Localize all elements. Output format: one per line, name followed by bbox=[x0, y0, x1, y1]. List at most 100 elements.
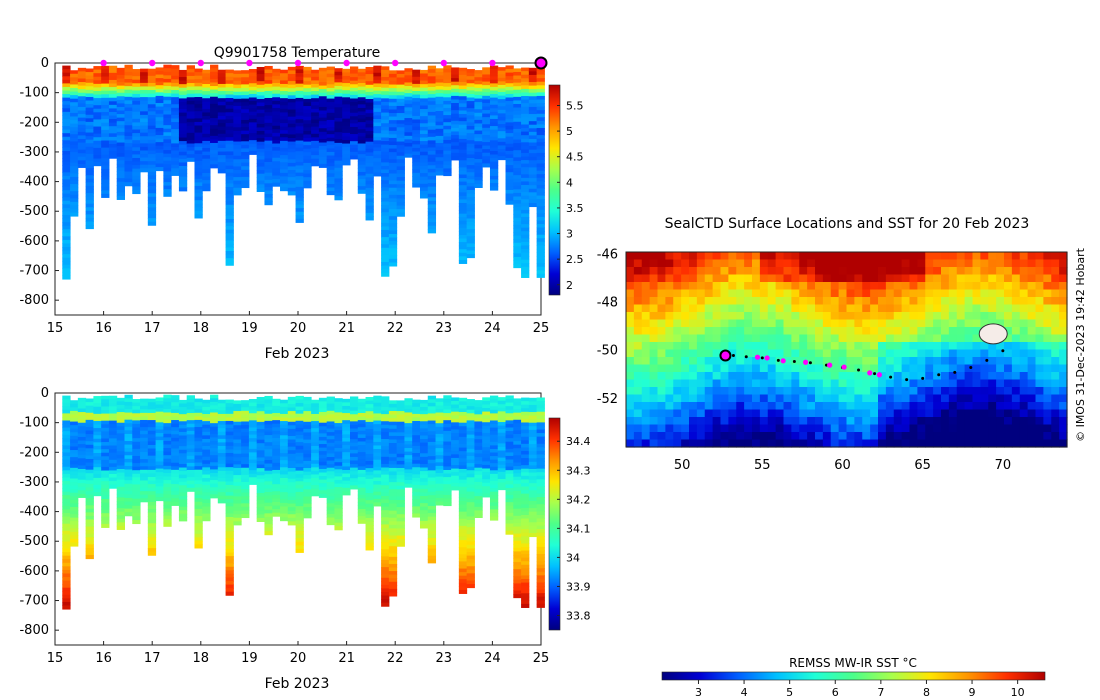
data-cell bbox=[186, 154, 195, 159]
data-cell bbox=[513, 512, 522, 517]
data-cell bbox=[497, 70, 507, 75]
data-cell bbox=[217, 112, 227, 117]
data-cell bbox=[365, 74, 374, 79]
data-cell bbox=[388, 485, 398, 490]
data-cell bbox=[241, 428, 250, 433]
data-cell bbox=[513, 483, 522, 488]
data-cell bbox=[489, 175, 499, 180]
data-cell bbox=[311, 485, 320, 490]
data-cell bbox=[528, 525, 538, 530]
data-cell bbox=[513, 416, 522, 421]
data-cell bbox=[412, 477, 421, 482]
data-cell bbox=[85, 398, 94, 403]
data-cell bbox=[85, 203, 94, 208]
sst-cell bbox=[712, 252, 722, 261]
data-cell bbox=[326, 166, 335, 171]
data-cell bbox=[311, 463, 320, 468]
data-cell bbox=[101, 183, 110, 188]
sst-cell bbox=[988, 259, 997, 268]
data-cell bbox=[521, 213, 530, 218]
data-cell bbox=[132, 455, 141, 461]
data-cell bbox=[427, 523, 437, 528]
data-cell bbox=[318, 440, 328, 445]
data-cell bbox=[381, 222, 390, 227]
data-cell bbox=[101, 466, 110, 472]
data-cell bbox=[303, 102, 312, 107]
data-cell bbox=[272, 104, 281, 109]
data-cell bbox=[466, 541, 475, 546]
data-cell bbox=[435, 71, 444, 76]
data-cell bbox=[521, 600, 530, 605]
data-cell bbox=[466, 459, 475, 464]
data-cell bbox=[194, 196, 203, 201]
data-cell bbox=[466, 434, 475, 439]
data-cell bbox=[194, 501, 203, 506]
data-cell bbox=[466, 97, 475, 102]
data-cell bbox=[521, 415, 530, 420]
data-cell bbox=[365, 127, 374, 132]
data-cell bbox=[497, 148, 507, 154]
data-cell bbox=[497, 397, 507, 402]
data-cell bbox=[474, 499, 483, 504]
data-cell bbox=[521, 99, 530, 104]
data-cell bbox=[381, 148, 390, 153]
data-cell bbox=[62, 161, 71, 166]
data-cell bbox=[365, 152, 374, 157]
data-cell bbox=[85, 533, 94, 538]
data-cell bbox=[536, 206, 545, 211]
data-cell bbox=[412, 172, 421, 177]
data-cell bbox=[287, 489, 297, 494]
data-cell bbox=[326, 116, 335, 121]
data-cell bbox=[280, 442, 289, 447]
data-cell bbox=[388, 248, 398, 253]
data-cell bbox=[287, 141, 297, 146]
data-cell bbox=[505, 86, 514, 91]
data-cell bbox=[186, 147, 195, 152]
data-cell bbox=[256, 81, 265, 86]
data-cell bbox=[116, 160, 125, 165]
data-cell bbox=[147, 182, 157, 187]
data-cell bbox=[443, 455, 452, 460]
data-cell bbox=[388, 237, 398, 242]
data-cell bbox=[178, 478, 188, 483]
data-cell bbox=[334, 78, 343, 83]
sst-cell bbox=[901, 259, 911, 268]
data-cell bbox=[482, 138, 491, 143]
data-cell bbox=[334, 462, 343, 467]
data-cell bbox=[194, 150, 203, 155]
data-cell bbox=[474, 87, 483, 92]
profile-column bbox=[451, 397, 460, 491]
data-cell bbox=[225, 563, 234, 568]
data-cell bbox=[350, 410, 359, 415]
data-cell bbox=[85, 68, 94, 73]
data-cell bbox=[186, 100, 195, 105]
data-cell bbox=[334, 192, 343, 197]
data-cell bbox=[241, 400, 250, 405]
data-cell bbox=[210, 142, 219, 148]
data-cell bbox=[528, 490, 538, 495]
data-cell bbox=[93, 144, 102, 149]
data-cell bbox=[536, 532, 545, 537]
data-cell bbox=[210, 472, 219, 478]
sst-cell bbox=[799, 252, 808, 261]
data-cell bbox=[396, 407, 405, 412]
data-cell bbox=[101, 126, 110, 131]
data-cell bbox=[295, 538, 304, 543]
data-cell bbox=[521, 202, 530, 207]
data-cell bbox=[132, 434, 141, 439]
data-cell bbox=[124, 71, 133, 76]
data-cell bbox=[163, 68, 172, 73]
data-cell bbox=[287, 180, 297, 185]
data-cell bbox=[155, 443, 164, 448]
data-cell bbox=[497, 109, 507, 114]
data-cell bbox=[93, 442, 102, 447]
data-cell bbox=[132, 427, 141, 432]
sst-cell bbox=[909, 252, 918, 261]
data-cell bbox=[505, 495, 514, 500]
data-cell bbox=[521, 401, 530, 406]
data-cell bbox=[85, 125, 94, 130]
data-cell bbox=[482, 99, 491, 104]
sst-cell bbox=[807, 252, 816, 261]
data-cell bbox=[381, 194, 390, 199]
data-cell bbox=[155, 489, 164, 494]
